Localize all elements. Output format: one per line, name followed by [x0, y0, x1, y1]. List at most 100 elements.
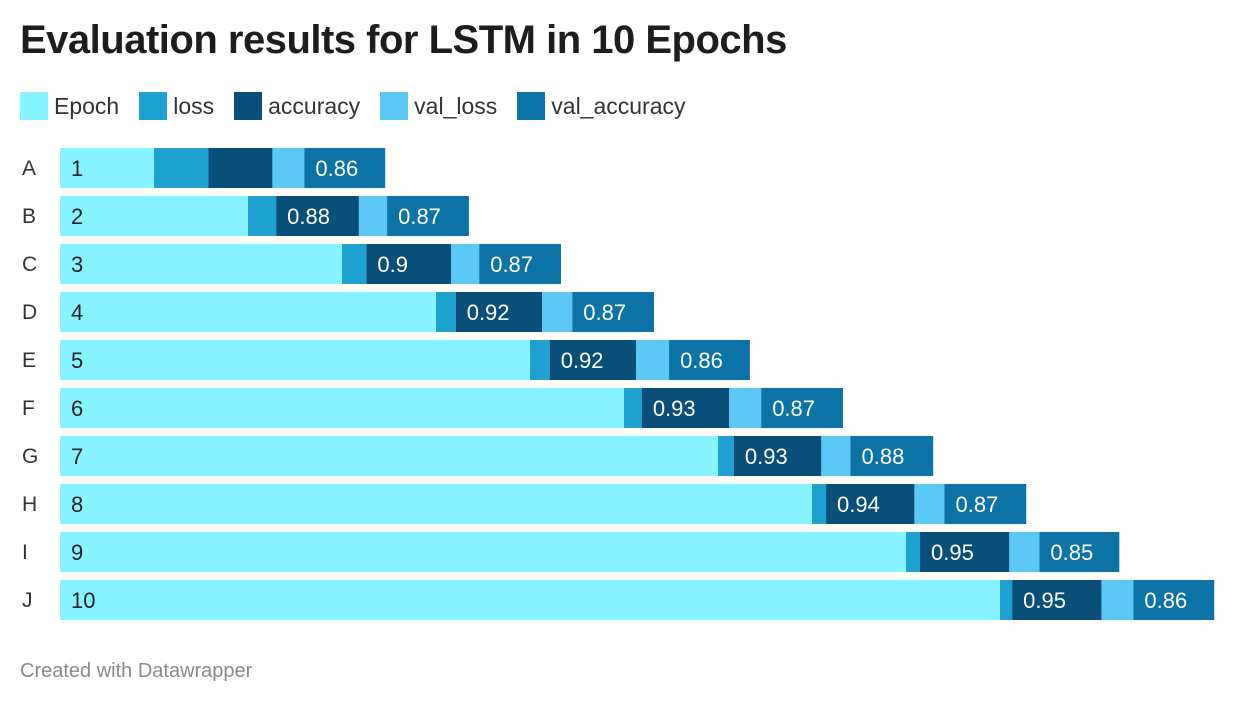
bar-segment-loss — [811, 484, 827, 524]
category-label: A — [22, 157, 36, 180]
bar-segment-Epoch — [60, 532, 906, 572]
bar-segment-Epoch — [60, 388, 624, 428]
bar-segment-Epoch — [60, 244, 342, 284]
bar-segment-val-loss — [272, 148, 305, 188]
bar-value-label: 10 — [71, 588, 95, 613]
category-label: H — [22, 493, 37, 516]
bar-segment-val-accuracy — [944, 484, 1027, 524]
bar-segment-accuracy — [208, 148, 273, 188]
category-label: J — [22, 589, 33, 612]
bar-segment-val-accuracy — [479, 244, 561, 284]
bar-segment-Epoch — [60, 292, 436, 332]
legend-label-val-loss: val_loss — [414, 92, 498, 119]
bar-segment-accuracy — [1012, 580, 1102, 620]
bar-value-label: 1 — [71, 156, 83, 181]
bar-value-label: 0.92 — [561, 348, 604, 373]
bar-segment-loss — [247, 196, 277, 236]
bar-value-label: 8 — [71, 492, 83, 517]
bar-value-label: 0.86 — [680, 348, 723, 373]
bar-value-label: 0.93 — [653, 396, 696, 421]
bar-segment-accuracy — [366, 244, 452, 284]
bar-segment-accuracy — [455, 292, 543, 332]
bar-value-label: 0.94 — [837, 492, 880, 517]
legend-item-loss: loss — [139, 92, 214, 120]
bar-value-label: 0.92 — [467, 300, 510, 325]
legend: Epoch loss accuracy val_loss val_accurac… — [20, 92, 686, 120]
legend-item-val-accuracy: val_accuracy — [517, 92, 686, 120]
bar-segment-val-accuracy — [304, 148, 386, 188]
bar-segment-loss — [905, 532, 921, 572]
bar-segment-val-loss — [821, 436, 851, 476]
bar-value-label: 3 — [71, 252, 83, 277]
legend-swatch-loss — [139, 92, 168, 120]
category-label: D — [22, 301, 37, 324]
bar-segment-val-loss — [1101, 580, 1134, 620]
footer-credit: Created with Datawrapper — [20, 660, 253, 682]
bar-segment-Epoch — [60, 436, 718, 476]
bar-segment-Epoch — [60, 580, 1000, 620]
bar-value-label: 0.87 — [398, 204, 441, 229]
bar-segment-accuracy — [826, 484, 915, 524]
bar-segment-val-loss — [729, 388, 762, 428]
bar-segment-val-accuracy — [669, 340, 750, 380]
bar-value-label: 4 — [71, 300, 83, 325]
bar-segment-val-loss — [914, 484, 945, 524]
legend-label-accuracy: accuracy — [268, 92, 361, 119]
bar-value-label: 7 — [71, 444, 83, 469]
legend-swatch-epoch — [20, 92, 48, 120]
category-label: C — [22, 253, 37, 276]
legend-swatch-accuracy — [234, 92, 263, 120]
bar-segment-val-accuracy — [387, 196, 469, 236]
bar-value-label: 0.87 — [955, 492, 998, 517]
legend-item-accuracy: accuracy — [234, 92, 360, 120]
bar-segment-val-loss — [1009, 532, 1040, 572]
bar-segment-val-accuracy — [850, 436, 934, 476]
bar-segment-accuracy — [549, 340, 637, 380]
bar-segment-loss — [999, 580, 1013, 620]
legend-label-epoch: Epoch — [54, 92, 120, 119]
chart-title: Evaluation results for LSTM in 10 Epochs — [20, 18, 787, 62]
category-label: I — [22, 541, 28, 564]
bar-value-label: 0.86 — [315, 156, 358, 181]
category-label: G — [22, 445, 38, 468]
bar-segment-loss — [717, 436, 734, 476]
bar-segment-loss — [529, 340, 550, 380]
bar-segment-loss — [435, 292, 456, 332]
bar-segment-val-accuracy — [1133, 580, 1215, 620]
bar-value-label: 0.93 — [745, 444, 788, 469]
bar-segment-Epoch — [60, 340, 530, 380]
bar-segment-val-loss — [636, 340, 670, 380]
bar-value-label: 0.9 — [377, 252, 408, 277]
legend-label-loss: loss — [173, 92, 215, 119]
bar-segment-loss — [341, 244, 367, 284]
bar-value-label: 0.85 — [1050, 540, 1093, 565]
legend-item-val-loss: val_loss — [380, 92, 497, 120]
bar-value-label: 6 — [71, 396, 83, 421]
bar-segment-loss — [623, 388, 642, 428]
bar-value-label: 0.87 — [772, 396, 815, 421]
bar-segment-val-accuracy — [761, 388, 843, 428]
bar-value-label: 0.86 — [1144, 588, 1187, 613]
bar-value-label: 2 — [71, 204, 83, 229]
bar-value-label: 9 — [71, 540, 83, 565]
bar-segment-accuracy — [733, 436, 822, 476]
bar-segment-val-loss — [542, 292, 573, 332]
bar-segment-val-accuracy — [1039, 532, 1120, 572]
bar-value-label: 0.88 — [287, 204, 330, 229]
bar-segment-val-loss — [451, 244, 480, 284]
bar-value-label: 0.95 — [931, 540, 974, 565]
bar-segment-Epoch — [60, 148, 154, 188]
legend-label-val-accuracy: val_accuracy — [551, 92, 686, 119]
bar-value-label: 0.88 — [861, 444, 904, 469]
bar-segment-accuracy — [920, 532, 1010, 572]
category-label: E — [22, 349, 36, 372]
legend-swatch-val-loss — [380, 92, 409, 120]
bar-segment-accuracy — [276, 196, 359, 236]
bar-value-label: 0.95 — [1023, 588, 1066, 613]
bar-segment-loss — [153, 148, 209, 188]
bar-value-label: 0.87 — [583, 300, 626, 325]
bar-segment-Epoch — [60, 484, 812, 524]
bar-value-label: 0.87 — [490, 252, 533, 277]
legend-swatch-val-accuracy — [517, 92, 546, 120]
